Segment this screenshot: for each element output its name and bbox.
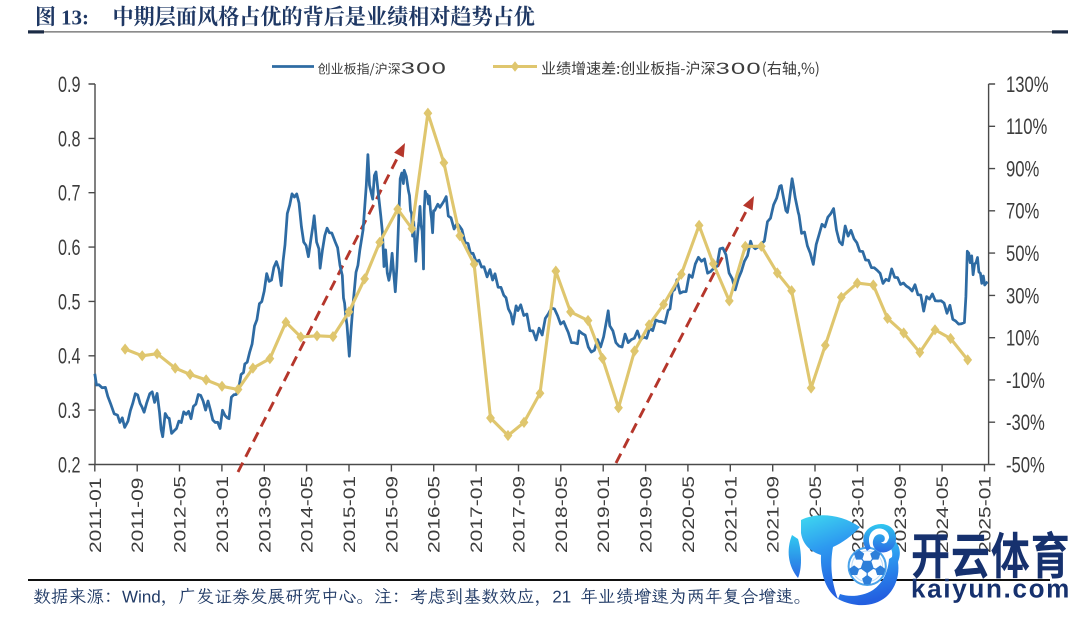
svg-text:2024-05: 2024-05 <box>933 476 951 553</box>
svg-text:0.5: 0.5 <box>58 290 81 315</box>
svg-text:90%: 90% <box>1006 157 1039 182</box>
svg-text:2013-01: 2013-01 <box>213 476 231 553</box>
svg-text:2021-09: 2021-09 <box>764 476 782 553</box>
svg-text:-50%: -50% <box>1006 453 1045 478</box>
svg-text:-30%: -30% <box>1006 411 1045 436</box>
svg-text:2025-01: 2025-01 <box>976 476 994 553</box>
svg-text:110%: 110% <box>1006 115 1047 140</box>
svg-text:0.3: 0.3 <box>58 398 81 423</box>
svg-text:-10%: -10% <box>1006 368 1045 393</box>
svg-text:2011-09: 2011-09 <box>129 478 147 553</box>
svg-text:2013-09: 2013-09 <box>256 476 274 553</box>
svg-text:130%: 130% <box>1006 73 1049 98</box>
svg-text:2015-09: 2015-09 <box>383 476 401 553</box>
svg-text:2020-05: 2020-05 <box>679 476 697 553</box>
svg-text:70%: 70% <box>1006 199 1039 224</box>
svg-text:0.7: 0.7 <box>58 181 81 206</box>
svg-text:2017-01: 2017-01 <box>467 476 485 553</box>
svg-text:0.4: 0.4 <box>58 344 81 369</box>
svg-text:30%: 30% <box>1006 284 1039 309</box>
svg-text:2016-05: 2016-05 <box>425 476 443 553</box>
svg-text:2023-09: 2023-09 <box>891 476 909 553</box>
svg-text:0.8: 0.8 <box>58 127 81 152</box>
svg-text:2018-05: 2018-05 <box>552 476 570 553</box>
svg-text:13:: 13: <box>61 5 89 29</box>
svg-text:10%: 10% <box>1006 326 1039 351</box>
svg-text:2017-09: 2017-09 <box>510 476 528 553</box>
svg-text:2011-01: 2011-01 <box>86 478 104 553</box>
svg-text:2012-05: 2012-05 <box>171 476 189 553</box>
svg-text:0.2: 0.2 <box>58 453 81 478</box>
svg-text:2019-09: 2019-09 <box>637 476 655 553</box>
svg-text:0.9: 0.9 <box>58 72 81 97</box>
svg-text:2023-01: 2023-01 <box>849 476 867 553</box>
svg-text:2014-05: 2014-05 <box>298 476 316 553</box>
svg-text:2015-01: 2015-01 <box>340 476 358 553</box>
svg-text:2019-01: 2019-01 <box>595 476 613 553</box>
svg-text:0.6: 0.6 <box>58 235 81 260</box>
svg-text:50%: 50% <box>1006 242 1039 267</box>
svg-text:2021-01: 2021-01 <box>722 476 740 553</box>
